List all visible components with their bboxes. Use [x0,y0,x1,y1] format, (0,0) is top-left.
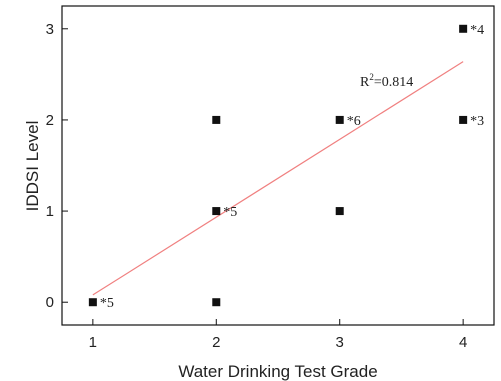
data-point [212,207,221,216]
point-annotation: *5 [223,205,237,220]
point-annotation: *6 [347,114,361,129]
data-point [212,298,221,307]
x-tick-label: 1 [89,334,97,351]
x-tick-label: 2 [212,334,220,351]
data-points [88,24,468,307]
data-point [335,207,344,216]
y-tick-label: 0 [46,294,54,311]
r-squared-label: R2=0.814 [360,72,413,90]
y-axis-title: IDDSI Level [23,121,42,212]
y-tick-label: 2 [46,112,54,129]
point-annotation: *5 [100,296,114,311]
y-axis-ticks: 0 1 2 3 [46,21,68,311]
x-axis-title: Water Drinking Test Grade [178,362,377,381]
y-tick-label: 1 [46,203,54,220]
x-tick-label: 3 [336,334,344,351]
point-annotation: *4 [470,23,484,38]
data-point [459,115,468,124]
point-annotations: *5 *5 *6 *3 *4 [100,23,484,311]
data-point [212,115,221,124]
data-point [88,298,97,307]
y-tick-label: 3 [46,21,54,38]
point-annotation: *3 [470,114,484,129]
plot-frame [61,5,495,326]
regression-line-group [92,61,464,296]
regression-line [92,61,464,296]
x-tick-label: 4 [459,334,467,351]
data-point [335,115,344,124]
data-point [459,24,468,33]
x-axis-ticks: 1 2 3 4 [89,319,467,351]
